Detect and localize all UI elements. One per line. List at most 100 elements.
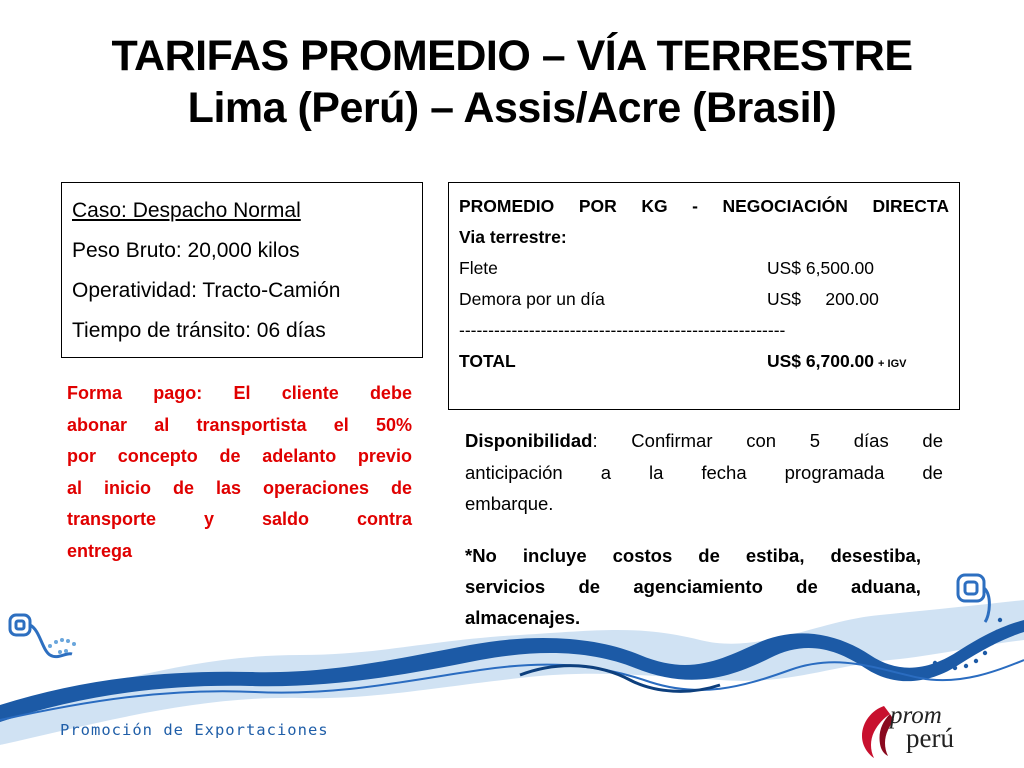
word: Forma: [67, 383, 123, 403]
word: de: [922, 430, 943, 451]
price-row-label: Demora por un día: [459, 289, 605, 309]
word: abonar: [67, 414, 128, 435]
word: pago:: [153, 383, 203, 403]
price-row-label: Flete: [459, 258, 498, 278]
logo-text-prom: prom: [890, 702, 942, 729]
word: de: [578, 576, 601, 597]
word: inicio: [103, 477, 151, 498]
tax-note: + IGV: [878, 358, 907, 370]
word: la: [648, 461, 664, 483]
word: 5: [809, 430, 821, 451]
word: 50%: [375, 414, 412, 435]
payment-line: transporte y saldo contra: [67, 504, 412, 536]
word: debe: [369, 383, 412, 403]
word: de: [172, 477, 194, 498]
heading-word: KG: [641, 196, 668, 216]
availability-line: anticipación a la fecha programada de: [465, 457, 943, 489]
gross-weight: Peso Bruto: 20,000 kilos: [72, 239, 300, 262]
slide-title: TARIFAS PROMEDIO – VÍA TERRESTRE Lima (P…: [0, 30, 1024, 134]
heading-word: DIRECTA: [872, 196, 949, 216]
word: embarque.: [465, 493, 554, 514]
spiral-icon-right: [956, 573, 991, 623]
payment-line: por concepto de adelanto previo: [67, 441, 412, 473]
word: entrega: [67, 540, 133, 561]
word: el: [333, 414, 349, 435]
word: cliente: [281, 383, 339, 403]
word: anticipación: [465, 461, 563, 483]
price-box: PROMEDIO POR KG - NEGOCIACIÓN DIRECTA Vi…: [448, 182, 960, 410]
wave-light: [0, 600, 1024, 745]
note-line: servicios de agenciamiento de aduana,: [465, 571, 921, 602]
logo-mark-icon: [862, 706, 894, 758]
word: El: [233, 383, 251, 403]
word: de: [698, 545, 720, 566]
wave-bottom-light: [0, 676, 1024, 768]
wave-dark-accent: [519, 664, 721, 693]
availability-line: embarque.: [465, 488, 943, 520]
dotted-arc-left: [48, 638, 76, 654]
operation-type: Operatividad: Tracto-Camión: [72, 279, 341, 302]
transit-time: Tiempo de tránsito: 06 días: [72, 319, 326, 342]
spiral-icon-left: [8, 613, 73, 659]
exclusions-note: *No incluye costos de estiba, desestiba,…: [465, 540, 921, 633]
word: almacenajes.: [465, 607, 581, 628]
price-row-value: US$ 6,500.00: [767, 258, 875, 278]
payment-line: Forma pago: El cliente debe: [67, 378, 412, 410]
footer-text: Promoción de Exportaciones: [60, 721, 329, 739]
payment-line: abonar al transportista el 50%: [67, 410, 412, 442]
word: transporte: [67, 509, 157, 529]
word: las: [215, 477, 241, 498]
heading-word: PROMEDIO: [459, 196, 555, 216]
wave-decoration: [0, 573, 1024, 768]
heading-word: NEGOCIACIÓN: [722, 196, 848, 216]
word: transportista: [196, 414, 307, 435]
note-line: almacenajes.: [465, 602, 921, 633]
availability: Disponibilidad: Confirmar con 5 días de …: [465, 425, 943, 520]
heading-word: -: [692, 196, 698, 216]
word: al: [154, 414, 170, 435]
availability-label-wrap: Disponibilidad:: [465, 430, 598, 451]
price-row-delay: Demora por un día US$ 200.00: [459, 284, 949, 315]
title-line-2: Lima (Perú) – Assis/Acre (Brasil): [187, 84, 837, 132]
availability-line: Disponibilidad: Confirmar con 5 días de: [465, 425, 943, 457]
promperu-logo: prom perú: [856, 700, 986, 760]
total-value-wrap: US$ 6,700.00 + IGV: [767, 346, 906, 380]
total-value: US$ 6,700.00: [767, 351, 875, 371]
word: a: [600, 461, 611, 483]
word: agenciamiento: [633, 576, 763, 597]
word: al: [67, 477, 83, 498]
dotted-arc-right: [932, 617, 1003, 671]
title-line-1: TARIFAS PROMEDIO – VÍA TERRESTRE: [111, 32, 913, 80]
word: de: [796, 576, 818, 597]
word: por: [67, 446, 96, 466]
word: previo: [357, 446, 412, 466]
word: de: [219, 446, 241, 466]
word: saldo: [261, 509, 309, 529]
word: Confirmar: [631, 430, 713, 451]
word: de: [922, 461, 943, 483]
price-row-value: US$ 200.00: [767, 289, 879, 309]
note-line: *No incluye costos de estiba, desestiba,: [465, 540, 921, 571]
word: contra: [356, 509, 412, 529]
word: costos: [612, 545, 673, 566]
payment-line: entrega: [67, 536, 412, 568]
case-label: Caso: Despacho Normal: [72, 199, 301, 222]
price-heading-line-1: PROMEDIO POR KG - NEGOCIACIÓN DIRECTA: [459, 191, 949, 222]
word: *No: [465, 545, 497, 566]
total-label: TOTAL: [459, 351, 516, 371]
price-heading: PROMEDIO POR KG - NEGOCIACIÓN DIRECTA Vi…: [459, 191, 949, 253]
logo-text-peru: perú: [906, 723, 954, 753]
word: concepto: [117, 446, 198, 466]
payment-line: al inicio de las operaciones de: [67, 473, 412, 505]
heading-word: POR: [578, 196, 617, 216]
case-box: Caso: Despacho Normal Peso Bruto: 20,000…: [61, 182, 423, 358]
word: con: [746, 430, 777, 451]
word: adelanto: [262, 446, 337, 466]
wave-main: [0, 620, 1024, 722]
price-row-freight: Flete US$ 6,500.00: [459, 253, 949, 284]
word: estiba,: [745, 545, 805, 566]
word: programada: [784, 461, 885, 483]
availability-label: Disponibilidad: [465, 430, 593, 451]
separator-line: ----------------------------------------…: [459, 320, 786, 340]
word: servicios: [465, 576, 546, 597]
